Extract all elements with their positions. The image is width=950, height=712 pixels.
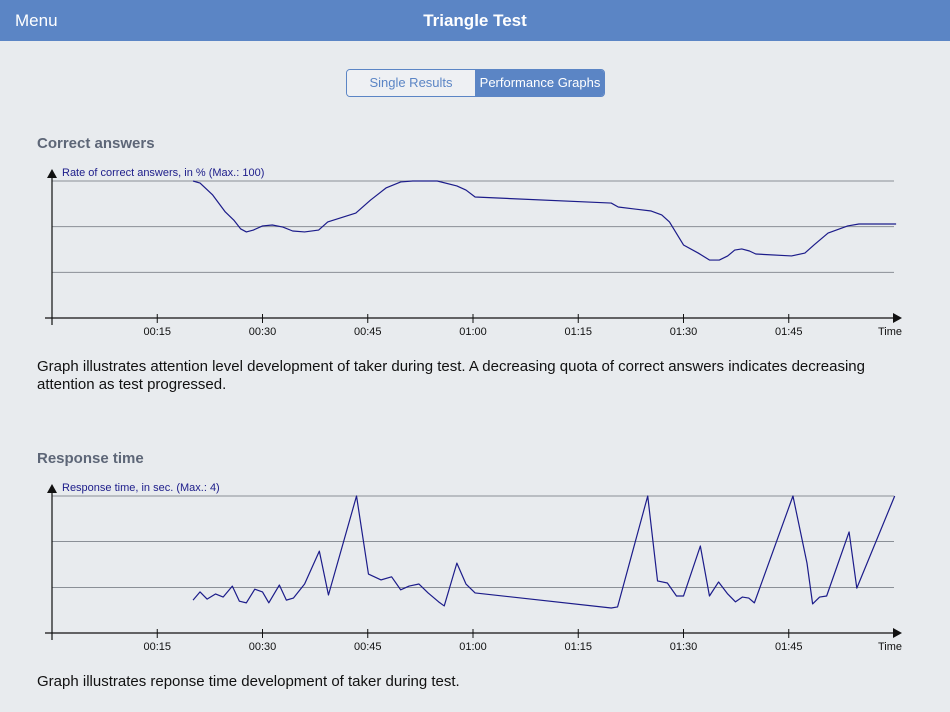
y-axis-arrow bbox=[47, 484, 57, 493]
segmented-control: Single Results Performance Graphs bbox=[346, 69, 605, 97]
x-axis-arrow bbox=[893, 628, 902, 638]
x-tick-label: 01:00 bbox=[459, 326, 487, 338]
tab[interactable]: Single Results bbox=[347, 70, 476, 96]
line bbox=[192, 495, 896, 609]
line bbox=[192, 180, 897, 261]
x-tick-label: 00:45 bbox=[354, 641, 382, 653]
x-axis-arrow bbox=[893, 313, 902, 323]
caption: Graph illustrates reponse time developme… bbox=[37, 673, 460, 690]
caption: Graph illustrates attention level develo… bbox=[37, 358, 865, 393]
x-tick-label: 00:30 bbox=[249, 326, 277, 338]
nav-bar: Menu Triangle Test bbox=[0, 0, 950, 41]
x-axis-label: Time bbox=[878, 641, 902, 653]
menu-button[interactable]: Menu bbox=[15, 11, 58, 30]
nav-title: Triangle Test bbox=[423, 11, 527, 30]
x-tick-label: 01:15 bbox=[564, 641, 592, 653]
x-axis-label: Time bbox=[878, 326, 902, 338]
x-tick-label: 00:45 bbox=[354, 326, 382, 338]
section-title: Response time bbox=[37, 450, 144, 467]
x-tick-label: 01:45 bbox=[775, 326, 803, 338]
x-tick-label: 01:00 bbox=[459, 641, 487, 653]
y-axis-arrow bbox=[47, 169, 57, 178]
section-title: Correct answers bbox=[37, 135, 155, 152]
y-axis-label: Rate of correct answers, in % (Max.: 100… bbox=[62, 167, 264, 179]
x-tick-label: 01:45 bbox=[775, 641, 803, 653]
x-tick-label: 00:15 bbox=[143, 641, 171, 653]
tab[interactable]: Performance Graphs bbox=[476, 70, 604, 96]
x-tick-label: 00:15 bbox=[143, 326, 171, 338]
x-tick-label: 01:30 bbox=[670, 641, 698, 653]
x-tick-label: 01:15 bbox=[564, 326, 592, 338]
x-tick-label: 01:30 bbox=[670, 326, 698, 338]
x-tick-label: 00:30 bbox=[249, 641, 277, 653]
y-axis-label: Response time, in sec. (Max.: 4) bbox=[62, 482, 220, 494]
